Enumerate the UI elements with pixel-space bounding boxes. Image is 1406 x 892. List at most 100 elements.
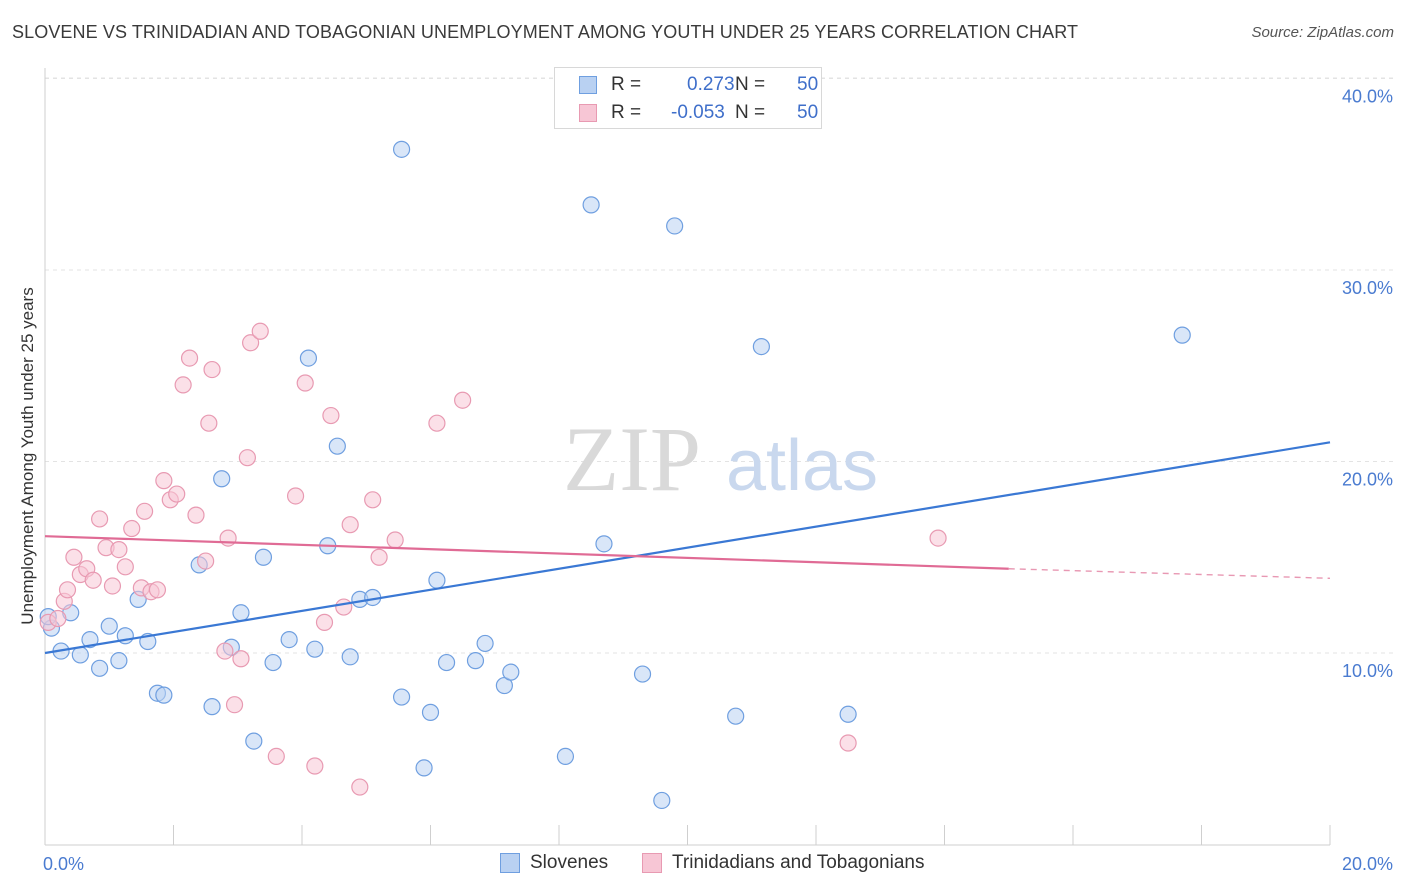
data-point — [49, 609, 67, 628]
data-point — [437, 653, 456, 672]
data-point — [213, 470, 231, 488]
data-point — [286, 487, 305, 505]
data-point — [370, 548, 388, 566]
data-point — [225, 696, 244, 714]
data-point — [203, 360, 221, 379]
data-point — [245, 732, 263, 750]
data-point — [633, 665, 652, 683]
trend-line-slovenes — [44, 441, 1331, 655]
data-point — [392, 140, 411, 158]
data-point — [341, 648, 359, 666]
data-point — [428, 571, 446, 589]
legend-label-trinidadians: Trinidadians and Tobagonians — [672, 852, 925, 873]
data-point — [839, 734, 857, 752]
data-point — [364, 491, 382, 509]
data-point — [839, 705, 857, 723]
data-point — [267, 747, 285, 766]
data-point — [242, 334, 260, 352]
data-point — [232, 650, 250, 668]
data-point — [328, 437, 346, 455]
data-point — [666, 217, 684, 235]
stats-legend: R = 0.273 N = 50 R = -0.053 N = 50 — [554, 67, 822, 129]
data-point — [219, 529, 237, 547]
data-point — [341, 516, 359, 534]
data-point — [110, 652, 128, 670]
data-point — [216, 642, 234, 660]
data-point — [752, 338, 770, 356]
data-point — [556, 747, 575, 766]
trend-line-trinidadians — [44, 535, 1009, 570]
r-label: R = — [611, 74, 642, 95]
data-point — [280, 630, 298, 649]
data-point — [148, 581, 167, 599]
y-tick-label: 10.0% — [1342, 661, 1393, 681]
n-value: 50 — [797, 74, 819, 95]
series-legend: Slovenes Trinidadians and Tobagonians — [0, 852, 1406, 878]
data-point — [71, 646, 89, 664]
data-point — [582, 196, 600, 214]
slovenes-swatch — [579, 76, 597, 94]
data-point — [335, 598, 353, 616]
data-point — [200, 414, 218, 432]
data-point — [386, 531, 404, 549]
data-point — [103, 577, 122, 595]
r-value: 0.273 — [687, 74, 735, 95]
tick-labels: 10.0% 20.0% 30.0% 40.0% 0.0% 20.0% — [43, 87, 1393, 875]
x-tick-label: 20.0% — [1342, 854, 1393, 874]
data-point — [264, 653, 282, 672]
trend-lines — [44, 441, 1331, 655]
trend-line-trinidadians-extension — [1008, 568, 1331, 580]
data-point — [251, 322, 269, 340]
watermark-zip: ZIP — [563, 408, 701, 510]
data-point — [135, 502, 154, 520]
data-point — [653, 791, 671, 810]
data-point — [428, 414, 446, 432]
r-value: -0.053 — [671, 102, 725, 123]
data-point — [58, 581, 77, 599]
axes — [44, 68, 1331, 846]
data-point — [929, 529, 947, 547]
n-label: N = — [735, 74, 766, 95]
data-point — [254, 548, 273, 566]
data-point — [84, 571, 102, 589]
legend-label-slovenes: Slovenes — [530, 852, 609, 873]
series-trinidadians — [39, 322, 947, 796]
data-point — [476, 634, 494, 653]
y-tick-label: 30.0% — [1342, 278, 1393, 298]
data-point — [174, 376, 192, 394]
data-point — [421, 703, 440, 721]
data-point — [110, 540, 128, 559]
n-value: 50 — [797, 102, 819, 123]
data-point — [306, 757, 324, 775]
data-point — [197, 552, 215, 570]
data-point — [238, 449, 256, 467]
data-point — [299, 349, 318, 367]
data-point — [116, 558, 134, 576]
data-point — [91, 510, 109, 528]
data-point — [232, 604, 250, 622]
data-point — [315, 613, 334, 631]
chart-title: SLOVENE VS TRINIDADIAN AND TOBAGONIAN UN… — [12, 22, 1079, 42]
data-point — [296, 374, 314, 392]
data-point — [180, 349, 199, 367]
data-point — [155, 472, 173, 490]
r-label: R = — [611, 102, 642, 123]
trinidadians-legend-swatch — [642, 853, 662, 873]
data-point — [351, 778, 369, 796]
data-point — [123, 519, 141, 538]
data-point — [727, 707, 745, 725]
data-point — [100, 617, 118, 635]
data-point — [322, 406, 340, 425]
x-tick-label: 0.0% — [43, 854, 84, 874]
data-point — [203, 698, 221, 716]
y-tick-label: 40.0% — [1342, 87, 1393, 107]
data-point — [392, 688, 411, 706]
data-point — [306, 640, 324, 658]
y-tick-label: 20.0% — [1342, 470, 1393, 490]
data-point — [81, 630, 99, 649]
data-point — [187, 506, 205, 524]
data-point — [466, 652, 485, 670]
data-point — [415, 759, 433, 777]
slovenes-legend-swatch — [500, 853, 520, 873]
